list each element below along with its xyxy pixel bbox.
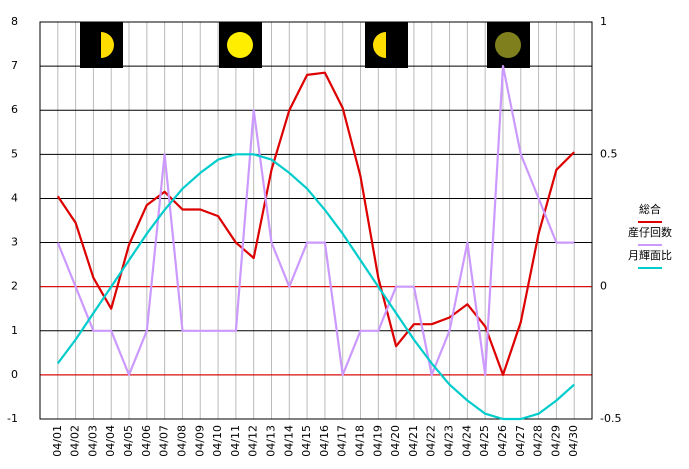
x-tick-label: 04/07 (158, 425, 171, 457)
y-tick-label: 6 (11, 103, 18, 116)
x-tick-label: 04/15 (300, 425, 313, 457)
y-tick-label: 2 (11, 280, 18, 293)
x-tick-label: 04/24 (460, 425, 473, 457)
plot-area (39, 21, 593, 420)
x-tick-label: 04/04 (104, 425, 117, 457)
x-tick-label: 04/03 (86, 425, 99, 457)
moon-box (365, 22, 408, 68)
moon-new (495, 32, 521, 58)
x-tick-label: 04/26 (496, 425, 509, 457)
moon-first-quarter (101, 32, 114, 58)
y2-tick-label: 0 (600, 280, 607, 293)
y-tick-label: 8 (11, 15, 18, 28)
series-line (56, 153, 575, 421)
x-tick-label: 04/05 (122, 425, 135, 457)
x-tick-label: 04/30 (567, 425, 580, 457)
x-tick-label: 04/17 (336, 425, 349, 457)
x-tick-label: 04/23 (443, 425, 456, 457)
x-tick-label: 04/11 (229, 425, 242, 457)
legend-label: 月輝面比 (628, 249, 672, 262)
x-tick-label: 04/13 (264, 425, 277, 457)
x-tick-label: 04/27 (514, 425, 527, 457)
plot-frame (39, 21, 593, 420)
y2-tick-label: -0.5 (600, 412, 621, 425)
x-tick-label: 04/06 (140, 425, 153, 457)
moon-last-quarter (373, 32, 386, 58)
y-tick-label: -1 (7, 412, 18, 425)
x-tick-label: 04/22 (425, 425, 438, 457)
x-tick-label: 04/25 (478, 425, 491, 457)
y-tick-label: 3 (11, 236, 18, 249)
y2-tick-label: 0.5 (600, 147, 618, 160)
x-tick-label: 04/21 (407, 425, 420, 457)
x-tick-label: 04/19 (371, 425, 384, 457)
x-tick-label: 04/29 (549, 425, 562, 457)
moon-full (227, 32, 253, 58)
y-tick-label: 1 (11, 324, 18, 337)
x-tick-label: 04/14 (282, 425, 295, 457)
x-tick-label: 04/10 (211, 425, 224, 457)
x-tick-label: 04/12 (247, 425, 260, 457)
x-tick-label: 04/28 (532, 425, 545, 457)
x-tick-label: 04/20 (389, 425, 402, 457)
moon-icons (80, 22, 530, 68)
y-tick-label: 4 (11, 191, 18, 204)
legend-label: 総合 (639, 202, 661, 216)
x-tick-label: 04/08 (175, 425, 188, 457)
x-tick-label: 04/09 (193, 425, 206, 457)
series-line (56, 65, 575, 376)
x-tick-label: 04/02 (69, 425, 82, 457)
x-tick-label: 04/18 (354, 425, 367, 457)
x-tick-label: 04/01 (51, 425, 64, 457)
x-tick-label: 04/16 (318, 425, 331, 457)
legend-label: 産仔回数 (628, 226, 672, 239)
y-tick-label: 0 (11, 368, 18, 381)
y-tick-label: 7 (11, 59, 18, 72)
y-tick-label: 5 (11, 147, 18, 160)
y2-tick-label: 1 (600, 15, 607, 28)
